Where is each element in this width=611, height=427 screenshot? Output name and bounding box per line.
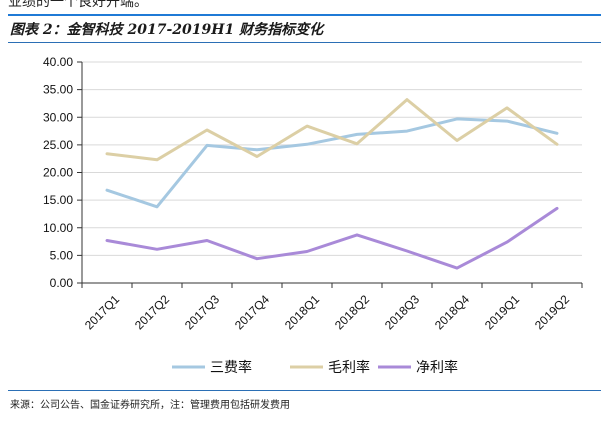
x-tick-label: 2017Q4 [232,292,272,332]
title-divider [8,42,601,43]
x-tick-label: 2018Q4 [432,292,472,332]
top-divider [8,14,601,16]
x-tick-label: 2018Q3 [382,292,422,332]
legend-item-3: 净利率 [378,359,458,376]
bottom-divider [8,390,601,391]
series-line-2 [105,98,559,162]
source-note: 来源：公司公告、国金证券研究所，注：管理费用包括研发费用 [10,400,290,411]
series-line-3 [105,206,559,270]
line-chart: 0.00 5.00 10.00 15.00 20.00 25.00 30.00 35.00 40… [43,55,583,376]
y-tick-label: 40.00 [43,55,73,69]
figure-title: 图表 2：金智科技 2017-2019H1 财务指标变化 [10,22,324,38]
x-tick-label: 2019Q2 [532,292,572,332]
x-tick-label: 2017Q3 [182,292,222,332]
y-tick-label: 20.00 [43,166,73,180]
x-tick-label: 2018Q2 [332,292,372,332]
x-tick-label: 2017Q2 [132,292,172,332]
y-tick-label: 15.00 [43,193,73,207]
y-tick-label: 25.00 [43,138,73,152]
x-tick-label: 2019Q1 [482,292,522,332]
legend-label: 三费率 [210,359,252,376]
x-tick-label: 2018Q1 [282,292,322,332]
legend-item-2: 毛利率 [290,359,370,376]
x-tick-label: 2017Q1 [82,292,122,332]
y-tick-label: 35.00 [43,83,73,97]
legend-item-1: 三费率 [172,359,252,376]
y-tick-label: 10.00 [43,221,73,235]
legend-label: 毛利率 [328,359,370,376]
y-tick-label: 5.00 [50,248,74,262]
y-tick-label: 0.00 [50,276,74,290]
intro-text-fragment: 业绩的一个良好开端。 [8,0,148,10]
series-line-1 [105,117,559,209]
legend-label: 净利率 [416,359,458,376]
y-tick-label: 30.00 [43,110,73,124]
